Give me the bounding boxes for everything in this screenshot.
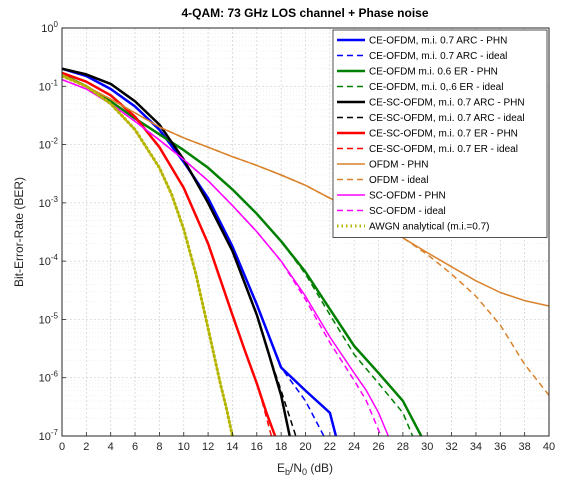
y-tick-label: 10-6 xyxy=(39,370,59,385)
series-layer xyxy=(62,67,549,436)
y-axis-label: Bit-Error-Rate (BER) xyxy=(12,177,26,287)
legend-label: CE-OFDM, m.i. 0.7 ARC - PHN xyxy=(369,36,507,47)
y-tick-label: 100 xyxy=(41,20,58,35)
legend-label: OFDM - ideal xyxy=(369,175,428,186)
series-line-9 xyxy=(62,73,549,396)
y-axis-ticks: 100 10-1 10-2 10-3 10-4 10-5 10-6 10-7 xyxy=(39,20,66,443)
x-tick-label: 24 xyxy=(348,441,360,453)
legend-label: SC-OFDM - ideal xyxy=(369,206,446,217)
x-tick-label: 14 xyxy=(226,441,238,453)
series-line-1 xyxy=(62,67,325,436)
x-tick-label: 8 xyxy=(156,441,162,453)
series-line-3 xyxy=(62,73,414,436)
x-tick-label: 20 xyxy=(299,441,311,453)
y-tick-label: 10-5 xyxy=(39,311,59,326)
x-tick-label: 34 xyxy=(470,441,482,453)
legend-label: CE-OFDM, m.i. 0.7 ARC - ideal xyxy=(369,51,507,62)
y-tick-label: 10-7 xyxy=(39,428,59,443)
y-tick-label: 10-1 xyxy=(39,78,59,93)
legend-label: CE-SC-OFDM, m.i. 0.7 ER - ideal xyxy=(369,144,518,155)
series-line-7 xyxy=(62,72,273,436)
y-tick-label: 10-2 xyxy=(39,137,59,152)
legend-label: CE-SC-OFDM, m.i. 0.7 ER - PHN xyxy=(369,129,518,140)
x-tick-label: 22 xyxy=(324,441,336,453)
x-tick-label: 28 xyxy=(397,441,409,453)
chart-title: 4-QAM: 73 GHz LOS channel + Phase noise xyxy=(181,6,428,20)
x-tick-label: 6 xyxy=(132,441,138,453)
x-axis-label: Eb/N0 (dB) xyxy=(277,461,333,477)
x-tick-label: 12 xyxy=(202,441,214,453)
legend-label: AWGN analytical (m.i.=0.7) xyxy=(369,222,490,233)
legend-label: CE-OFDM, m.i. 0,.6 ER - ideal xyxy=(369,82,503,93)
y-tick-label: 10-3 xyxy=(39,195,59,210)
x-tick-label: 4 xyxy=(108,441,114,453)
x-tick-label: 18 xyxy=(275,441,287,453)
x-tick-label: 0 xyxy=(59,441,65,453)
x-tick-label: 30 xyxy=(421,441,433,453)
legend-label: CE-SC-OFDM, m.i. 0.7 ARC - PHN xyxy=(369,98,525,109)
x-tick-label: 38 xyxy=(519,441,531,453)
series-line-12 xyxy=(62,74,234,436)
series-line-5 xyxy=(62,67,297,436)
x-tick-label: 36 xyxy=(494,441,506,453)
legend-box xyxy=(332,29,548,238)
x-tick-label: 2 xyxy=(83,441,89,453)
legend-label: OFDM - PHN xyxy=(369,160,428,171)
x-tick-label: 32 xyxy=(445,441,457,453)
legend-label: CE-OFDM m.i. 0.6 ER - PHN xyxy=(369,67,498,78)
x-tick-label: 40 xyxy=(543,441,555,453)
y-tick-label: 10-4 xyxy=(39,253,59,268)
x-tick-label: 16 xyxy=(251,441,263,453)
x-tick-label: 26 xyxy=(372,441,384,453)
x-axis-ticks: 0 2 4 6 8 10 12 14 16 18 20 22 24 26 28 30 32 34 36 38 40 xyxy=(59,432,555,453)
legend-label: CE-SC-OFDM, m.i. 0.7 ARC - ideal xyxy=(369,113,525,124)
legend-label: SC-OFDM - PHN xyxy=(369,191,446,202)
series-line-11 xyxy=(62,78,382,436)
x-tick-label: 10 xyxy=(178,441,190,453)
legend: CE-OFDM, m.i. 0.7 ARC - PHN CE-OFDM, m.i.… xyxy=(332,29,548,238)
